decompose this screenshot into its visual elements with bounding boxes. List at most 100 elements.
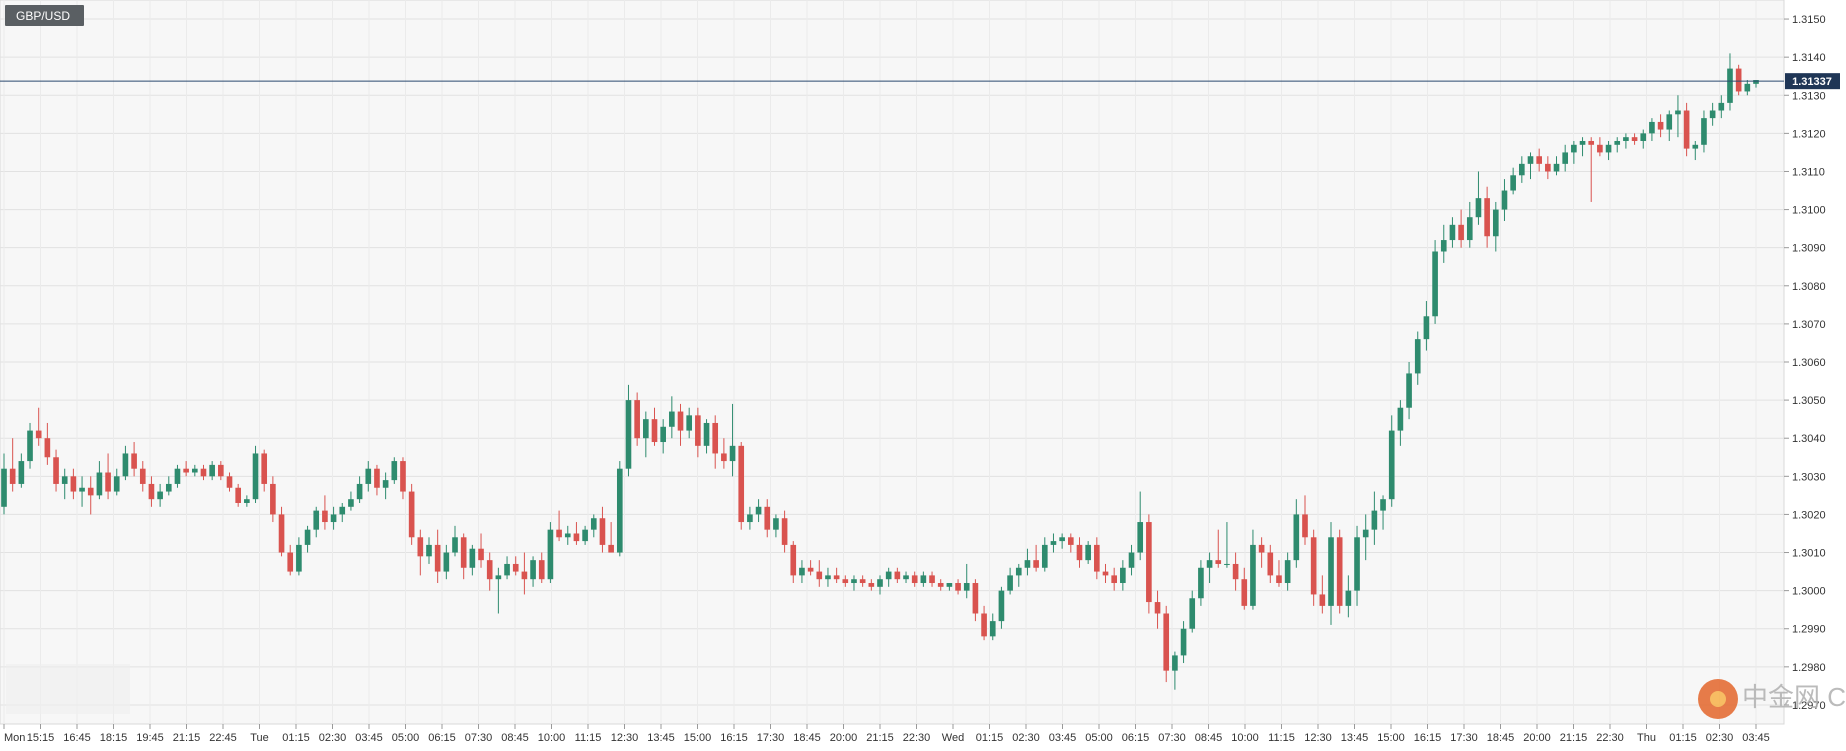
y-tick-label: 1.3050 — [1792, 395, 1826, 407]
candle-body — [816, 571, 823, 580]
candle-body — [1336, 537, 1343, 606]
x-tick-label: 17:30 — [1450, 732, 1478, 744]
candle-body — [1545, 163, 1551, 172]
candle-body — [1605, 144, 1612, 153]
candle-body — [1241, 579, 1248, 606]
candle-body — [1302, 514, 1308, 538]
candle-body — [1753, 80, 1759, 84]
candle-body — [1484, 198, 1490, 237]
y-tick-label: 1.3090 — [1792, 243, 1826, 255]
candle-body — [825, 575, 831, 580]
candle-body — [1475, 198, 1482, 218]
candle-body — [452, 537, 458, 553]
candle-body — [747, 514, 753, 523]
candle-body — [1015, 567, 1022, 576]
candle-body — [304, 529, 311, 545]
candle-body — [504, 563, 510, 576]
candle-body — [261, 453, 268, 484]
candle-body — [339, 506, 346, 515]
candle-body — [1744, 83, 1751, 92]
candle-body — [287, 552, 294, 572]
candle-body — [608, 544, 614, 553]
candle-body — [903, 575, 909, 580]
y-axis: 1.3150 1.3140 1.3130 1.3120 1.3110 1.3100 1.30… — [1784, 14, 1826, 712]
candle-body — [1172, 655, 1178, 671]
candle-body — [868, 583, 875, 587]
candle-body — [773, 518, 779, 530]
x-tick-label: 12:30 — [1304, 732, 1332, 744]
candle-body — [877, 579, 883, 587]
candle-body — [755, 506, 762, 515]
candle-body — [113, 476, 120, 492]
y-tick-label: 1.3000 — [1792, 586, 1826, 598]
candle-body — [790, 544, 797, 576]
candle-body — [1293, 514, 1300, 561]
candle-body — [721, 453, 727, 462]
x-tick-label: 20:00 — [1523, 732, 1551, 744]
x-tick-label: 03:45 — [1742, 732, 1770, 744]
x-tick-label: 05:00 — [1085, 732, 1113, 744]
candle-body — [417, 537, 424, 557]
candle-body — [1154, 602, 1161, 614]
candle-body — [1215, 560, 1222, 564]
candle-body — [460, 537, 467, 568]
y-tick-label: 1.3010 — [1792, 548, 1826, 560]
y-tick-label: 1.3080 — [1792, 281, 1826, 293]
y-tick-label: 1.3040 — [1792, 433, 1826, 445]
candle-body — [35, 430, 42, 439]
candle-body — [955, 583, 961, 591]
x-tick-label: 13:45 — [1341, 732, 1369, 744]
candle-body — [989, 621, 996, 637]
candle-body — [894, 571, 901, 580]
x-tick-label: 06:15 — [428, 732, 456, 744]
candle-body — [651, 419, 658, 443]
x-tick-label: 03:45 — [1049, 732, 1077, 744]
x-tick-label: 06:15 — [1122, 732, 1150, 744]
candle-body — [1258, 544, 1265, 553]
candle-body — [729, 445, 736, 462]
candle-body — [1111, 575, 1117, 584]
candle-body — [521, 571, 528, 580]
x-tick-label: 15:00 — [684, 732, 712, 744]
candle-body — [87, 487, 94, 496]
candle-body — [842, 579, 849, 584]
candle-body — [547, 529, 554, 580]
candle-body — [1640, 133, 1647, 141]
candle-body — [1050, 541, 1057, 545]
candle-body — [1527, 156, 1534, 164]
candle-body — [963, 583, 970, 591]
candle-body — [998, 590, 1005, 622]
candle-body — [1146, 522, 1152, 603]
candle-body — [27, 430, 33, 462]
candle-body — [495, 575, 502, 580]
candle-body — [1649, 121, 1655, 134]
candle-body — [1284, 560, 1291, 584]
candle-body — [296, 544, 302, 572]
candle-body — [70, 476, 77, 492]
x-tick-label: 13:45 — [647, 732, 675, 744]
y-tick-label: 1.3140 — [1792, 52, 1826, 64]
x-tick-label: 22:45 — [209, 732, 237, 744]
candle-body — [96, 472, 103, 496]
candle-body — [1536, 156, 1542, 164]
candle-body — [434, 544, 441, 572]
candle-body — [1571, 144, 1577, 153]
candle-body — [1198, 567, 1204, 599]
x-tick-label: 11:15 — [575, 732, 602, 744]
candle-body — [981, 613, 987, 637]
x-tick-label: Wed — [942, 732, 964, 744]
candle-body — [1120, 567, 1126, 584]
candle-body — [1206, 560, 1213, 568]
x-tick-label: 19:45 — [136, 732, 164, 744]
x-tick-label: 02:30 — [319, 732, 347, 744]
candle-body — [1631, 137, 1638, 141]
candle-body — [1388, 430, 1395, 500]
x-tick-label: 18:45 — [793, 732, 821, 744]
candle-body — [1675, 110, 1681, 115]
candle-body — [599, 518, 606, 545]
x-tick-label: 18:45 — [1487, 732, 1515, 744]
x-tick-label: 15:15 — [27, 732, 55, 744]
candle-body — [9, 468, 16, 484]
